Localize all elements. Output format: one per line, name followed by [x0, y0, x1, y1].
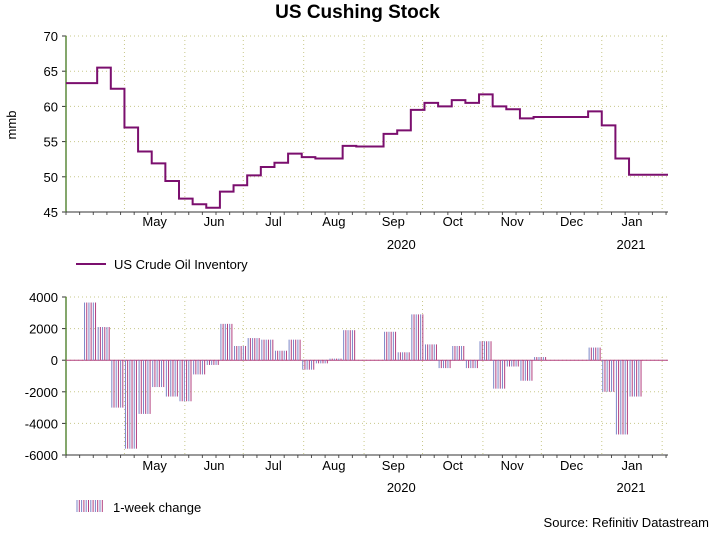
bar: [247, 338, 260, 361]
bar: [315, 360, 328, 364]
bar: [288, 339, 301, 361]
bar: [411, 314, 424, 361]
bar: [465, 360, 478, 369]
bar: [493, 360, 506, 389]
bar: [261, 339, 274, 361]
x-tick-label: May: [142, 214, 167, 229]
bar: [629, 360, 642, 397]
legend-label: 1-week change: [113, 500, 201, 515]
bar: [179, 360, 192, 402]
x-year-label: 2021: [617, 480, 646, 495]
x-tick-label: Nov: [501, 214, 525, 229]
y-tick-label: 70: [44, 29, 58, 44]
bar: [206, 360, 219, 365]
bar: [520, 360, 533, 381]
bar: [193, 360, 206, 375]
chart-title: US Cushing Stock: [275, 2, 440, 23]
x-year-label: 2020: [387, 480, 416, 495]
x-tick-label: May: [142, 458, 167, 473]
bar: [602, 360, 615, 392]
bar: [302, 360, 315, 370]
y-axis-label: mmb: [4, 111, 19, 140]
x-tick-label: Nov: [501, 458, 525, 473]
x-tick-label: Aug: [322, 214, 345, 229]
y-tick-label: 45: [44, 205, 58, 220]
y-tick-label: -6000: [25, 448, 58, 463]
bar: [384, 331, 397, 361]
y-tick-label: 50: [44, 170, 58, 185]
y-tick-label: 2000: [29, 322, 58, 337]
x-tick-label: Aug: [322, 458, 345, 473]
bar: [534, 357, 547, 361]
bar: [274, 350, 287, 361]
bar: [220, 323, 233, 361]
bar: [343, 330, 356, 361]
y-tick-label: 0: [51, 353, 58, 368]
x-year-label: 2020: [387, 237, 416, 252]
x-tick-label: Oct: [443, 458, 464, 473]
bar: [152, 360, 165, 388]
bar: [84, 302, 97, 361]
y-tick-label: 4000: [29, 290, 58, 305]
series-line-us-crude-oil-inventory: [66, 66, 668, 209]
bar: [438, 360, 451, 369]
bar: [506, 360, 519, 367]
bar: [124, 360, 137, 449]
y-tick-label: 65: [44, 64, 58, 79]
bar: [138, 360, 151, 414]
y-tick-label: -4000: [25, 416, 58, 431]
bar: [397, 352, 410, 361]
bar: [97, 327, 110, 361]
x-tick-label: Jun: [204, 458, 225, 473]
x-year-label: 2021: [617, 237, 646, 252]
x-tick-label: Sep: [382, 458, 405, 473]
y-tick-label: -2000: [25, 385, 58, 400]
x-tick-label: Jun: [204, 214, 225, 229]
bar: [329, 358, 342, 361]
x-tick-label: Jul: [265, 214, 282, 229]
bar: [234, 345, 247, 361]
legend-label: US Crude Oil Inventory: [114, 257, 248, 272]
x-tick-label: Jan: [621, 458, 642, 473]
bar: [165, 360, 178, 397]
bar: [452, 345, 465, 361]
x-tick-label: Oct: [443, 214, 464, 229]
x-tick-label: Dec: [560, 214, 584, 229]
bar: [424, 344, 437, 361]
bar: [615, 360, 628, 435]
y-tick-label: 55: [44, 135, 58, 150]
x-tick-label: Sep: [382, 214, 405, 229]
bar: [588, 347, 601, 361]
bar: [479, 341, 492, 361]
y-tick-label: 60: [44, 99, 58, 114]
x-tick-label: Jan: [621, 214, 642, 229]
x-tick-label: Dec: [560, 458, 584, 473]
x-tick-label: Jul: [265, 458, 282, 473]
bar: [111, 360, 124, 408]
source-note: Source: Refinitiv Datastream: [543, 515, 709, 530]
